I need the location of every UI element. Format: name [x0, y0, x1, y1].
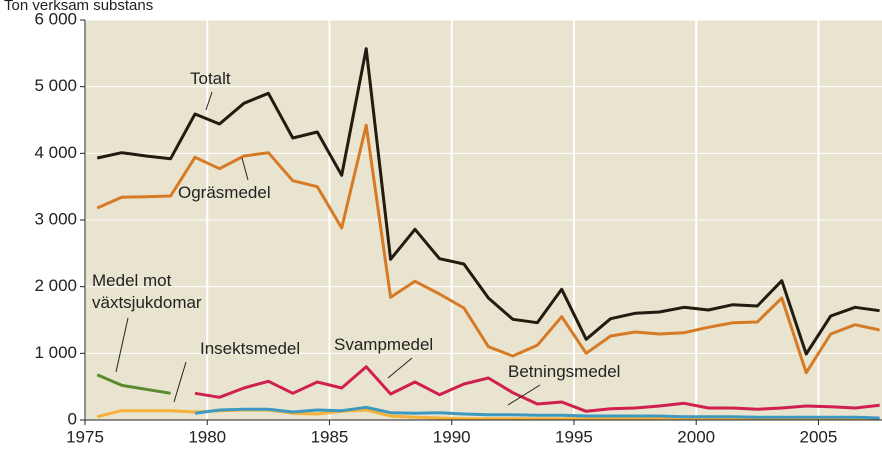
series-label: Betningsmedel	[508, 362, 621, 381]
x-tick-label: 2005	[800, 427, 838, 446]
chart-title: Ton verksam substans	[4, 0, 153, 14]
y-tick-label: 1 000	[34, 343, 77, 362]
series-label: Totalt	[190, 69, 231, 88]
x-tick-label: 1980	[188, 427, 226, 446]
series-label: Medel mot växtsjukdomar	[92, 271, 202, 312]
x-tick-label: 1990	[433, 427, 471, 446]
series-line	[194, 405, 880, 420]
y-tick-label: 0	[68, 409, 77, 428]
y-tick-label: 5 000	[34, 76, 77, 95]
x-tick-label: 1985	[311, 427, 349, 446]
leader	[115, 317, 129, 373]
series-label: Ogräsmedel	[178, 183, 271, 202]
leader-lines	[115, 91, 541, 406]
series-line	[96, 373, 171, 395]
series-line	[96, 47, 880, 356]
x-tick-label: 1975	[66, 427, 104, 446]
leader	[387, 357, 413, 379]
y-tick-label: 3 000	[34, 209, 77, 228]
leader	[205, 91, 213, 111]
series-label: Svampmedel	[334, 335, 434, 354]
y-tick-label: 4 000	[34, 143, 77, 162]
y-tick-label: 2 000	[34, 276, 77, 295]
x-tick-label: 2000	[677, 427, 715, 446]
x-tick-label: 1995	[555, 427, 593, 446]
series-line	[194, 365, 880, 413]
y-tick-label: 6 000	[34, 9, 77, 28]
series-line	[96, 123, 880, 375]
leader	[507, 384, 541, 406]
leader	[241, 157, 249, 181]
leader	[173, 361, 187, 403]
series-label: Insektsmedel	[200, 339, 301, 358]
